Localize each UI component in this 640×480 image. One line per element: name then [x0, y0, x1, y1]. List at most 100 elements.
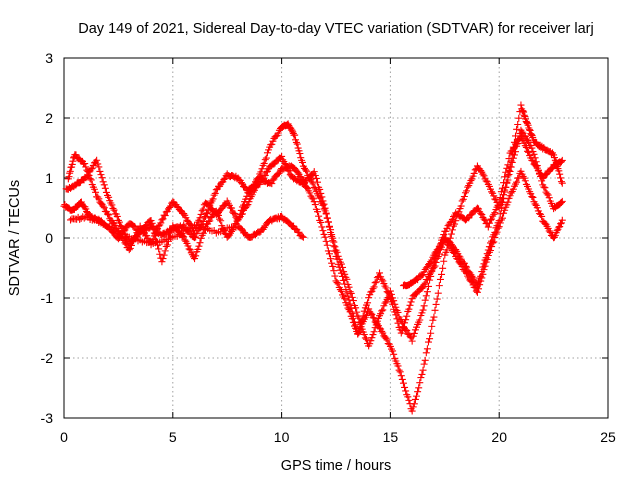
data-point — [288, 126, 296, 134]
data-point — [419, 366, 427, 374]
data-point — [558, 197, 566, 205]
data-point — [486, 216, 494, 224]
data-point — [316, 185, 324, 193]
data-point — [531, 154, 539, 162]
data-point — [321, 204, 329, 212]
data-point — [513, 178, 521, 186]
data-point — [432, 258, 440, 266]
series-trace-5 — [399, 101, 566, 290]
data-point — [397, 372, 405, 380]
data-point — [418, 370, 426, 378]
data-point — [514, 140, 522, 148]
data-point — [418, 284, 426, 292]
data-point — [156, 250, 164, 258]
data-point — [115, 218, 123, 226]
data-point — [343, 301, 351, 309]
data-point — [94, 193, 102, 201]
data-point — [396, 368, 404, 376]
data-point — [417, 374, 425, 382]
data-point — [411, 395, 419, 403]
data-point — [324, 218, 332, 226]
data-point — [198, 207, 206, 215]
data-point — [268, 180, 276, 188]
data-point — [235, 214, 243, 222]
data-point — [402, 387, 410, 395]
data-point — [392, 311, 400, 319]
data-point — [421, 279, 429, 287]
data-point — [330, 242, 338, 250]
data-point — [485, 243, 493, 251]
axis-ticks: 0 5 10 15 20 25 -3 -2 -1 0 1 2 3 — [41, 50, 616, 445]
data-point — [330, 267, 338, 275]
data-point — [427, 329, 435, 337]
data-point — [263, 149, 271, 157]
data-point — [210, 191, 218, 199]
data-point — [457, 202, 465, 210]
data-point — [409, 403, 417, 411]
x-tick-label: 0 — [60, 429, 68, 445]
data-point — [102, 188, 110, 196]
data-point — [253, 182, 261, 190]
data-point — [299, 233, 307, 241]
data-point — [416, 379, 424, 387]
data-point — [298, 158, 306, 166]
data-point — [416, 316, 424, 324]
data-point — [504, 172, 512, 180]
data-point — [96, 167, 104, 175]
data-point — [155, 245, 163, 253]
data-point — [520, 111, 528, 119]
data-point — [410, 400, 418, 408]
data-point — [420, 281, 428, 289]
data-point — [367, 309, 375, 317]
data-point — [382, 284, 390, 292]
data-point — [384, 289, 392, 297]
data-point — [528, 144, 536, 152]
data-point — [284, 120, 292, 128]
data-point — [552, 158, 560, 166]
data-point — [423, 276, 431, 284]
data-point — [546, 228, 554, 236]
data-point — [216, 215, 224, 223]
data-point — [426, 270, 434, 278]
data-point — [408, 407, 416, 415]
data-point — [99, 178, 107, 186]
data-point — [486, 239, 494, 247]
data-point — [306, 189, 314, 197]
data-point — [311, 172, 319, 180]
data-point — [317, 218, 325, 226]
data-point — [209, 195, 217, 203]
data-point — [66, 169, 74, 177]
data-point — [543, 190, 551, 198]
data-point — [488, 215, 496, 223]
data-point — [537, 172, 545, 180]
data-point — [108, 201, 116, 209]
data-point — [238, 210, 246, 218]
data-point — [296, 150, 304, 158]
data-point — [393, 315, 401, 323]
data-point — [477, 167, 485, 175]
data-point — [303, 167, 311, 175]
data-point — [373, 320, 381, 328]
data-point — [493, 222, 501, 230]
x-tick-label: 10 — [274, 429, 290, 445]
y-tick-label: 0 — [45, 230, 53, 246]
data-point — [92, 188, 100, 196]
data-point — [478, 211, 486, 219]
data-point — [508, 150, 516, 158]
data-point — [356, 323, 364, 331]
data-point — [226, 229, 234, 237]
data-point — [319, 197, 327, 205]
data-point — [195, 242, 203, 250]
series-trace-2 — [64, 126, 566, 415]
data-point — [478, 268, 486, 276]
data-point — [500, 209, 508, 217]
data-point — [258, 165, 266, 173]
data-point — [217, 217, 225, 225]
x-tick-label: 5 — [169, 429, 177, 445]
data-point — [501, 188, 509, 196]
data-point — [318, 193, 326, 201]
data-point — [333, 279, 341, 287]
data-point — [528, 193, 536, 201]
data-point — [101, 184, 109, 192]
data-point — [424, 338, 432, 346]
